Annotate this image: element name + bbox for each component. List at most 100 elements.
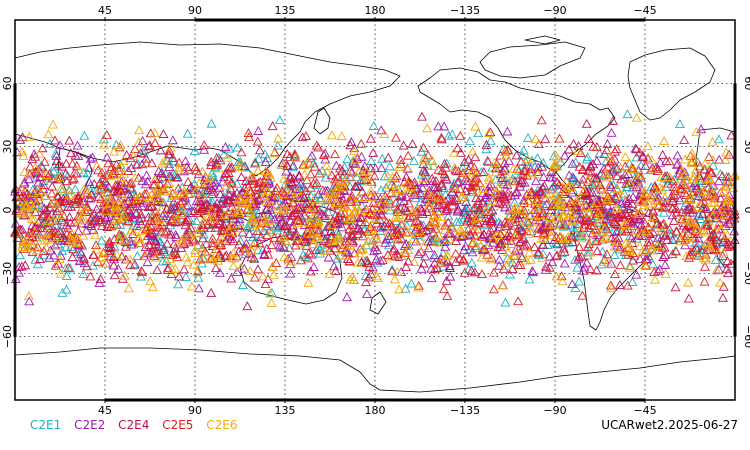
obs-marker-c2e6 [543, 219, 554, 229]
obs-marker-c2e4 [17, 132, 28, 142]
obs-marker-c2e5 [17, 190, 28, 200]
obs-marker-c2e5 [289, 148, 300, 158]
obs-marker-c2e6 [81, 187, 92, 197]
obs-marker-c2e4 [146, 158, 157, 168]
obs-marker-c2e2 [608, 166, 618, 176]
obs-marker-c2e6 [430, 198, 441, 208]
obs-marker-c2e6 [455, 224, 466, 234]
obs-marker-c2e5 [122, 211, 133, 221]
obs-marker-c2e2 [220, 142, 231, 152]
obs-marker-c2e6 [715, 277, 726, 287]
obs-marker-c2e5 [471, 167, 482, 177]
obs-marker-c2e6 [145, 276, 156, 286]
obs-marker-c2e6 [326, 220, 337, 229]
obs-marker-c2e6 [503, 247, 513, 257]
lat-tick-label: 30 [1, 140, 14, 154]
obs-marker-c2e5 [216, 226, 227, 236]
obs-marker-c2e6 [142, 223, 153, 233]
obs-marker-c2e6 [373, 237, 384, 247]
obs-marker-c2e2 [50, 215, 61, 225]
obs-marker-c2e4 [197, 233, 208, 243]
obs-marker-c2e4 [116, 230, 127, 240]
obs-marker-c2e6 [647, 212, 658, 222]
lat-tick-label: −60 [1, 325, 14, 348]
obs-marker-c2e4 [723, 177, 734, 187]
obs-marker-c2e6 [426, 218, 437, 228]
obs-marker-c2e4 [498, 263, 509, 273]
obs-marker-c2e5 [323, 238, 334, 248]
obs-marker-c2e2 [29, 186, 40, 196]
obs-marker-c2e6 [615, 162, 626, 172]
obs-marker-c2e6 [157, 158, 168, 168]
legend-item: C2E1 [30, 418, 62, 432]
obs-marker-c2e5 [177, 195, 188, 205]
obs-marker-c2e5 [163, 262, 173, 272]
obs-marker-c2e6 [423, 200, 434, 210]
obs-marker-c2e6 [363, 236, 374, 245]
obs-marker-c2e1 [438, 183, 449, 193]
coast-new-zealand [369, 291, 387, 315]
obs-marker-c2e4 [108, 260, 119, 270]
obs-marker-c2e4 [253, 264, 263, 274]
obs-marker-c2e6 [90, 230, 101, 240]
obs-marker-c2e6 [21, 200, 32, 210]
obs-marker-c2e6 [285, 200, 296, 210]
obs-marker-c2e5 [272, 182, 282, 192]
obs-marker-c2e5 [384, 218, 395, 228]
obs-marker-c2e6 [30, 227, 41, 237]
obs-marker-c2e4 [445, 263, 455, 272]
obs-marker-c2e5 [539, 227, 550, 237]
obs-marker-c2e5 [290, 205, 301, 215]
obs-marker-c2e5 [131, 159, 142, 169]
obs-marker-c2e5 [281, 219, 291, 229]
obs-marker-c2e4 [442, 256, 453, 266]
obs-marker-c2e6 [128, 150, 139, 160]
lat-tick-label: −30 [742, 262, 750, 285]
obs-marker-c2e5 [381, 217, 392, 227]
obs-marker-c2e6 [656, 225, 667, 235]
obs-marker-c2e4 [57, 161, 67, 171]
obs-marker-c2e1 [224, 143, 235, 153]
obs-marker-c2e5 [497, 165, 508, 175]
obs-marker-c2e1 [15, 250, 25, 260]
obs-marker-c2e4 [439, 158, 450, 168]
obs-marker-c2e4 [588, 159, 599, 169]
obs-marker-c2e4 [372, 244, 383, 254]
obs-marker-c2e6 [172, 238, 183, 248]
obs-marker-c2e6 [675, 174, 686, 184]
obs-marker-c2e6 [242, 197, 253, 207]
obs-marker-c2e6 [261, 216, 272, 226]
obs-marker-c2e6 [468, 174, 479, 184]
obs-marker-c2e6 [21, 207, 32, 217]
obs-marker-c2e6 [309, 193, 320, 203]
obs-marker-c2e5 [250, 189, 261, 199]
obs-marker-c2e5 [364, 208, 375, 218]
obs-marker-c2e1 [624, 261, 635, 270]
obs-marker-c2e5 [612, 171, 623, 181]
obs-marker-c2e6 [605, 151, 616, 161]
obs-marker-c2e6 [279, 251, 290, 261]
obs-marker-c2e5 [184, 226, 195, 236]
obs-marker-c2e1 [345, 181, 355, 191]
obs-marker-c2e5 [100, 204, 110, 214]
obs-marker-c2e5 [649, 181, 660, 191]
obs-marker-c2e6 [273, 203, 284, 213]
obs-marker-c2e6 [556, 200, 567, 210]
obs-marker-c2e6 [378, 193, 389, 203]
obs-marker-c2e4 [95, 274, 106, 284]
obs-marker-c2e4 [301, 237, 311, 247]
obs-marker-c2e4 [533, 223, 544, 233]
obs-marker-c2e2 [180, 156, 191, 166]
obs-marker-c2e4 [174, 271, 185, 281]
obs-marker-c2e5 [578, 214, 589, 224]
obs-marker-c2e6 [133, 137, 144, 147]
obs-marker-c2e5 [250, 158, 261, 168]
obs-marker-c2e4 [469, 267, 480, 277]
obs-marker-c2e5 [335, 163, 345, 173]
obs-marker-c2e5 [165, 171, 176, 181]
obs-marker-c2e4 [376, 204, 387, 214]
obs-marker-c2e6 [302, 156, 313, 166]
obs-marker-c2e1 [182, 128, 193, 138]
obs-marker-c2e6 [254, 222, 265, 232]
obs-marker-c2e6 [173, 162, 184, 172]
